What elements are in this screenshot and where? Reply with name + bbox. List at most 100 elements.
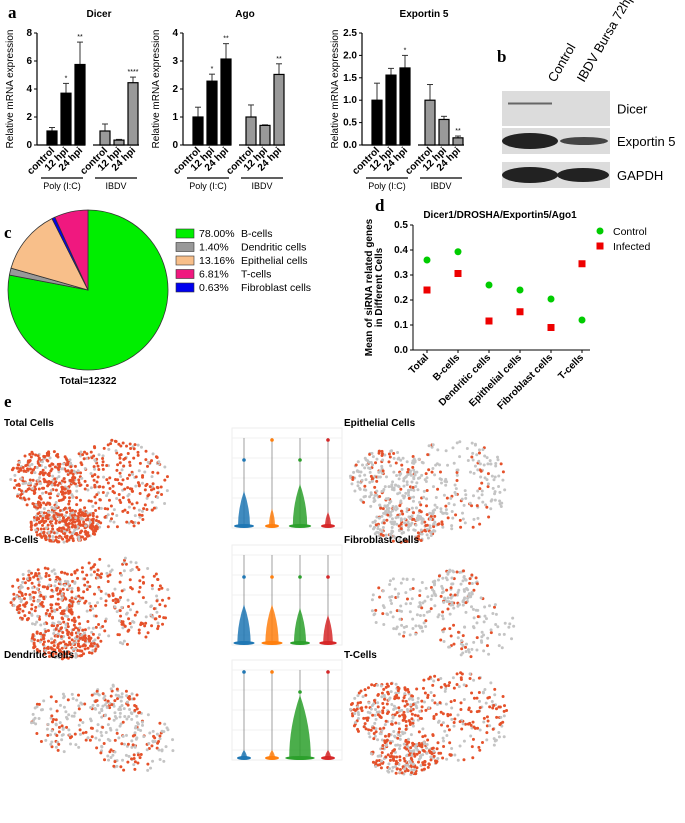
- tsne-dot: [37, 716, 41, 720]
- y-tick-label: 0.0: [394, 345, 408, 356]
- tsne-dot: [479, 639, 483, 643]
- tsne-dot: [57, 629, 61, 633]
- tsne-dot: [444, 449, 448, 453]
- tsne-dot: [76, 642, 80, 646]
- tsne-dot: [418, 614, 422, 618]
- tsne-dot: [158, 584, 162, 588]
- tsne-dot: [18, 596, 22, 600]
- tsne-dot: [67, 617, 71, 621]
- y-tick-label: 4: [172, 28, 178, 39]
- tsne-dot: [132, 620, 136, 624]
- tsne-dot: [387, 733, 391, 737]
- tsne-dot: [389, 535, 393, 539]
- tsne-dot: [69, 608, 73, 612]
- tsne-dot: [89, 566, 93, 570]
- violin-base: [261, 641, 283, 645]
- tsne-dot: [41, 468, 45, 472]
- tsne-dot: [132, 697, 136, 701]
- tsne-dot: [59, 627, 63, 631]
- tsne-dot: [71, 476, 75, 480]
- tsne-dot: [415, 613, 419, 617]
- tsne-dot: [427, 762, 431, 766]
- tsne-dot: [420, 743, 424, 747]
- tsne-dot: [138, 756, 142, 760]
- tsne-dot: [487, 515, 491, 519]
- group-label: IBDV: [430, 181, 451, 191]
- legend-percent: 78.00%: [199, 228, 235, 240]
- tsne-dot: [399, 458, 403, 462]
- tsne-dot: [124, 562, 128, 566]
- tsne-dot: [50, 517, 54, 521]
- y-tick-label: 0.3: [394, 270, 408, 281]
- tsne-dot: [81, 644, 85, 648]
- tsne-dot: [123, 487, 127, 491]
- tsne-dot: [423, 734, 427, 738]
- tsne-dot: [103, 758, 107, 762]
- tsne-dot: [380, 695, 384, 699]
- tsne-dot: [485, 715, 489, 719]
- tsne-dot: [130, 502, 134, 506]
- tsne-dot: [56, 748, 60, 752]
- tsne-dot: [394, 721, 398, 725]
- tsne-dot: [62, 620, 66, 624]
- tsne-dot: [381, 526, 385, 530]
- tsne-dot: [477, 691, 481, 695]
- tsne-dot: [114, 693, 118, 697]
- tsne-dot: [89, 705, 93, 709]
- tsne-dot: [70, 587, 74, 591]
- tsne-dot: [396, 743, 400, 747]
- tsne-dot: [498, 705, 502, 709]
- tsne-dot: [493, 492, 497, 496]
- tsne-dot: [95, 515, 99, 519]
- tsne-dot: [135, 714, 139, 718]
- tsne-dot: [61, 631, 65, 635]
- tsne-dot: [407, 719, 411, 723]
- tsne-dot: [397, 762, 401, 766]
- tsne-dot: [441, 525, 445, 529]
- tsne-dot: [461, 722, 465, 726]
- tsne-dot: [420, 606, 424, 610]
- tsne-dot: [468, 470, 472, 474]
- tsne-dot: [494, 462, 498, 466]
- tsne-dot: [493, 687, 497, 691]
- tsne-dot: [455, 441, 459, 445]
- tsne-dot: [34, 453, 38, 457]
- tsne-dot: [121, 478, 125, 482]
- tsne-dot: [91, 511, 95, 515]
- tsne-dot: [423, 529, 427, 533]
- control-point: [578, 316, 586, 324]
- tsne-dot: [21, 573, 25, 577]
- tsne-dot: [118, 456, 122, 460]
- tsne-dot: [115, 728, 119, 732]
- tsne-dot: [167, 596, 171, 600]
- tsne-dot: [411, 465, 415, 469]
- tsne-dot: [132, 456, 136, 460]
- tsne-dot: [16, 578, 20, 582]
- tsne-dot: [409, 703, 413, 707]
- tsne-dot: [67, 525, 71, 529]
- violin-base: [288, 524, 312, 528]
- tsne-dot: [123, 624, 127, 628]
- tsne-dot: [425, 743, 429, 747]
- tsne-dot: [122, 457, 126, 461]
- tsne-dot: [415, 481, 419, 485]
- tsne-dot: [404, 719, 408, 723]
- tsne-dot: [421, 727, 425, 731]
- tsne-dot: [445, 496, 449, 500]
- tsne-dot: [58, 481, 62, 485]
- tsne-dot: [32, 638, 36, 642]
- tsne-dot: [32, 518, 36, 522]
- tsne-dot: [78, 598, 82, 602]
- tsne-dot: [420, 768, 424, 772]
- tsne-dot: [36, 516, 40, 520]
- y-tick-label: 2: [172, 84, 178, 95]
- tsne-dot: [477, 676, 481, 680]
- tsne-dot: [400, 531, 404, 535]
- tsne-dot: [455, 672, 459, 676]
- tsne-dot: [93, 649, 97, 653]
- tsne-dot: [151, 615, 155, 619]
- tsne-dot: [152, 734, 156, 738]
- tsne-dot: [166, 588, 170, 592]
- tsne-dot: [107, 717, 111, 721]
- tsne-dot: [22, 469, 26, 473]
